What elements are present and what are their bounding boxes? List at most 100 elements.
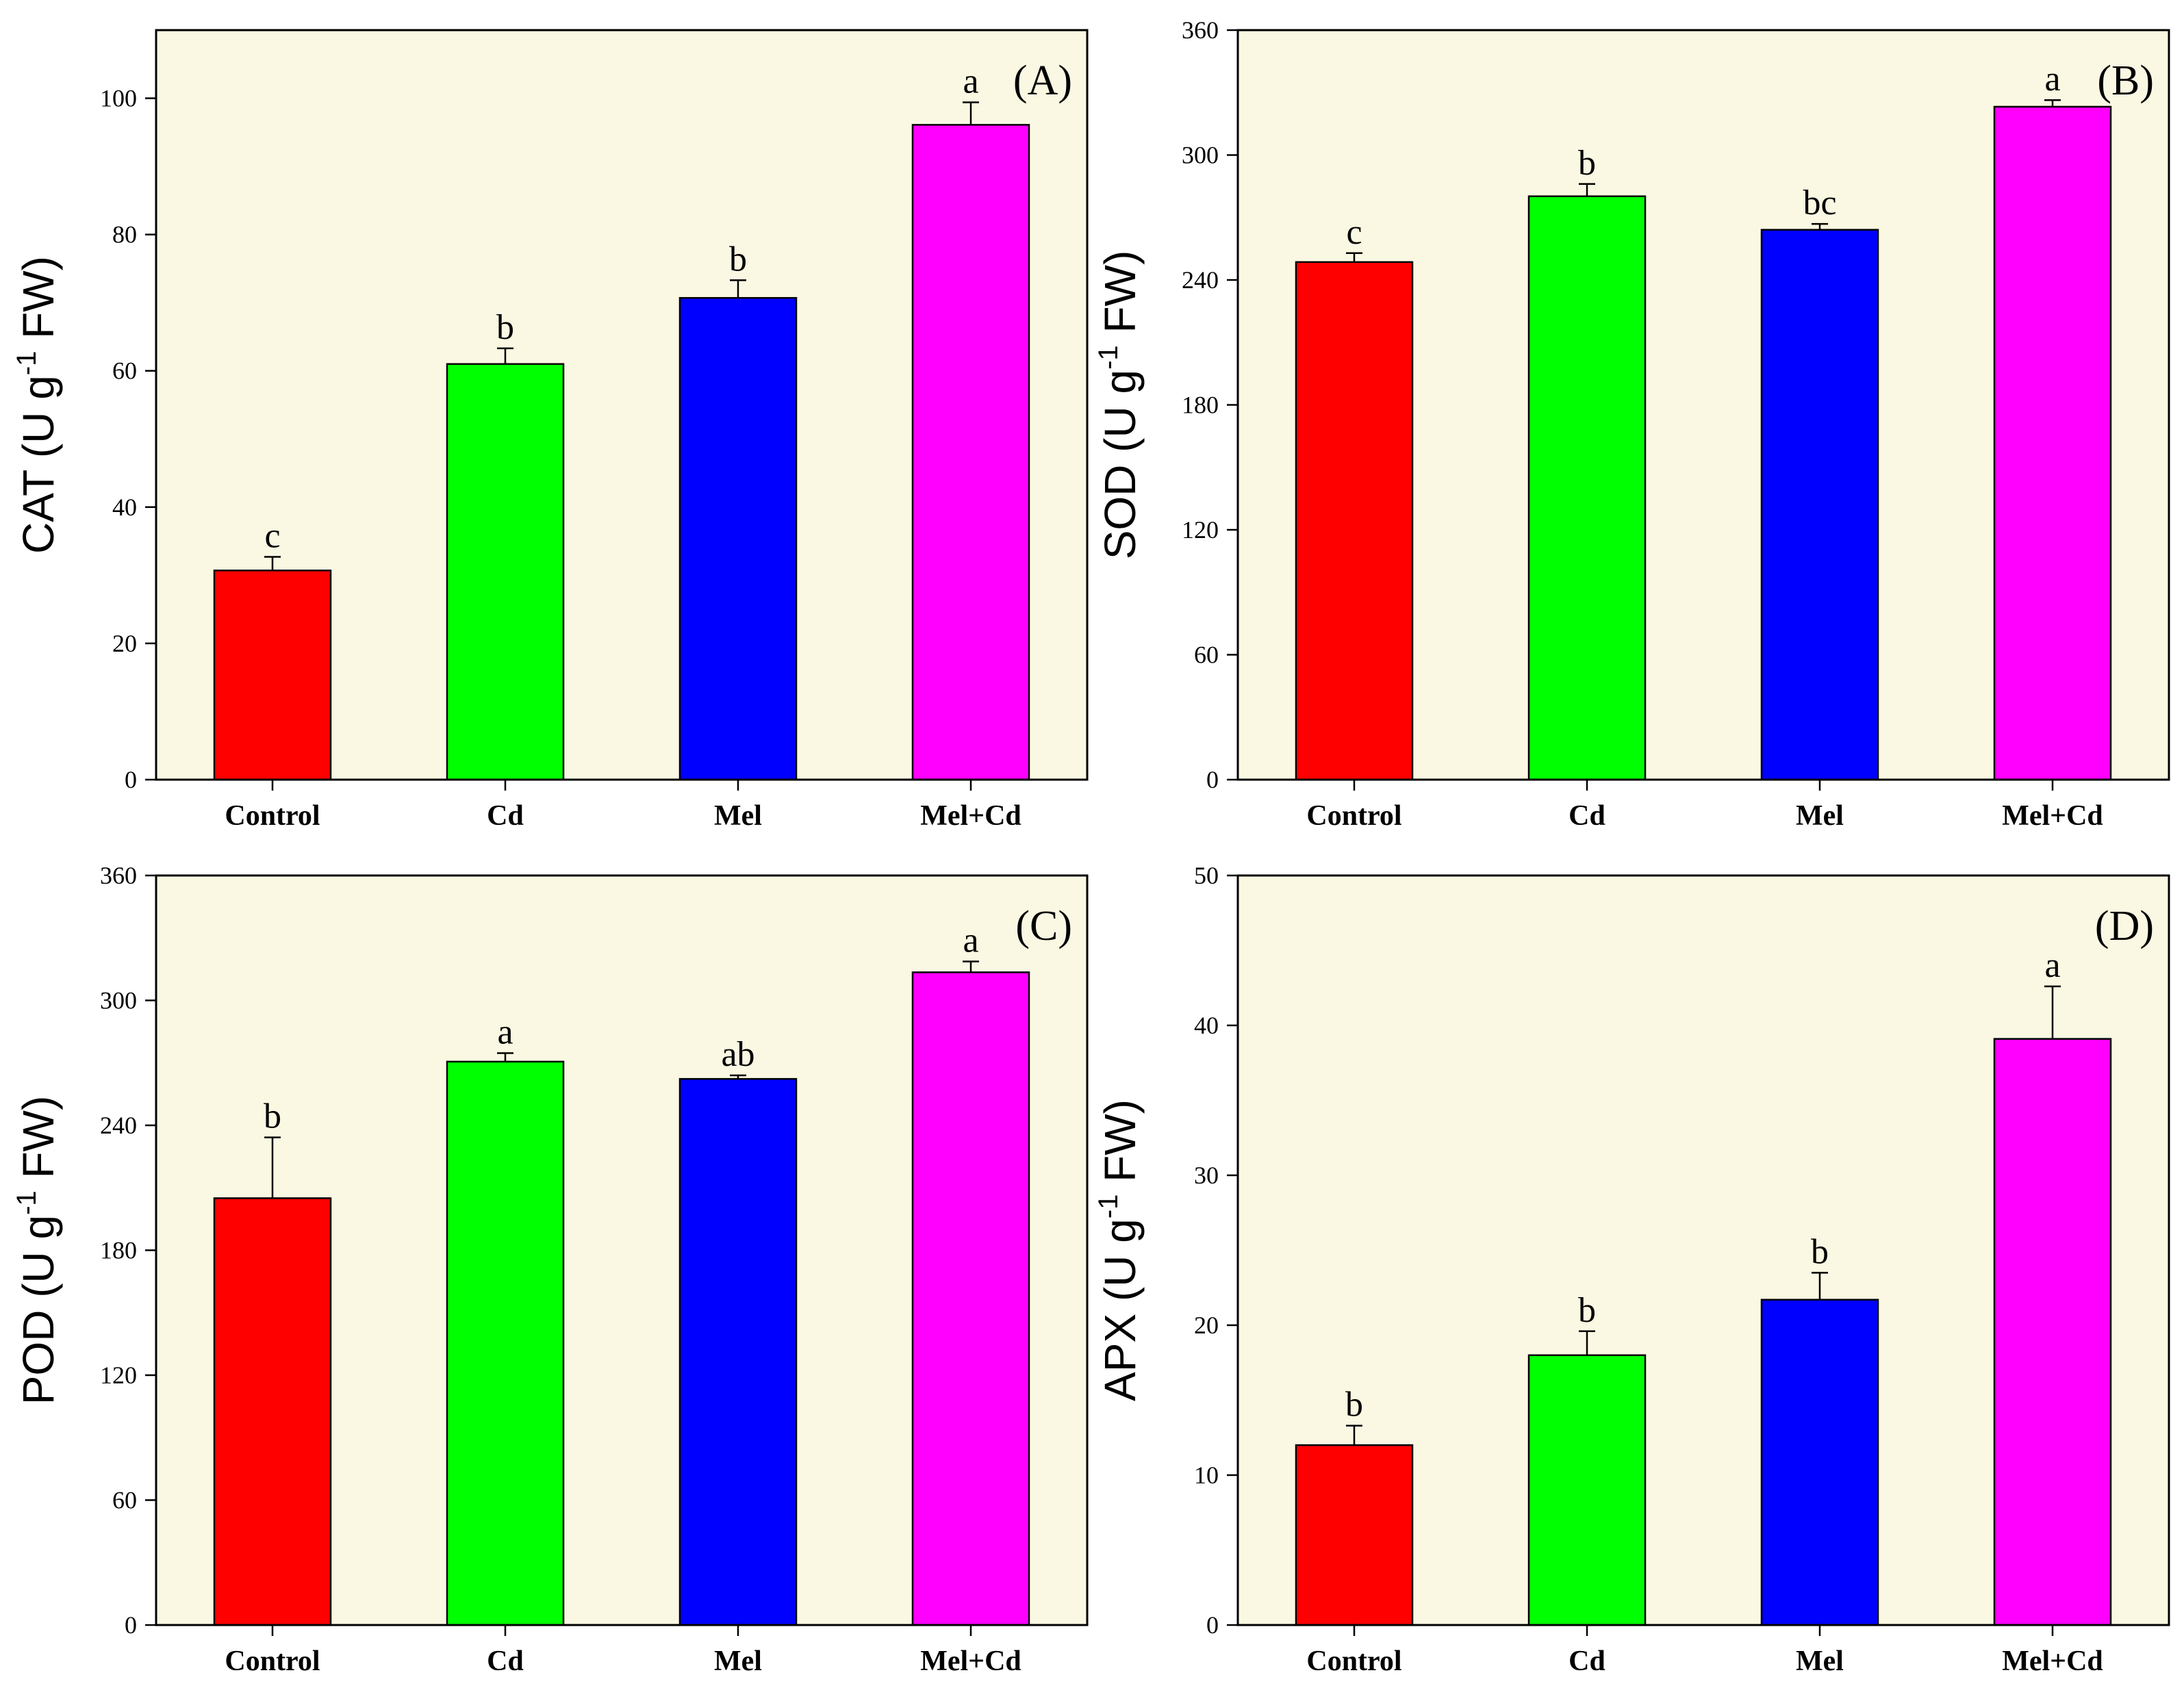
y-tick-label: 20 xyxy=(112,630,137,657)
significance-label: b xyxy=(264,1097,281,1136)
y-tick-label: 0 xyxy=(125,1611,137,1639)
y-tick-label: 300 xyxy=(1182,142,1219,169)
y-tick-label: 120 xyxy=(100,1361,137,1389)
y-tick-label: 60 xyxy=(112,357,137,385)
y-axis-label: POD (U g-1 FW) xyxy=(12,1096,63,1405)
panel-label: (D) xyxy=(2095,903,2154,949)
category-label: Control xyxy=(1306,1646,1401,1677)
bar-mel-cd xyxy=(911,124,1030,781)
category-label: Mel xyxy=(714,800,762,832)
bar-mel xyxy=(1760,1299,1879,1626)
y-axis-label-main: SOD (U g xyxy=(1095,370,1145,559)
category-label: Control xyxy=(1306,800,1401,832)
significance-label: a xyxy=(497,1012,513,1051)
y-tick-label: 80 xyxy=(112,221,137,248)
category-label: Mel xyxy=(714,1646,762,1677)
significance-label: a xyxy=(2044,946,2060,985)
y-tick-label: 180 xyxy=(100,1237,137,1264)
y-tick-label: 40 xyxy=(112,494,137,521)
y-tick-label: 0 xyxy=(125,766,137,793)
category-label: Cd xyxy=(1569,1646,1605,1677)
y-tick-label: 300 xyxy=(100,987,137,1014)
axes-frame xyxy=(155,874,1089,1626)
significance-label: b xyxy=(1811,1232,1829,1271)
bar-mel xyxy=(678,296,798,781)
bar-cd xyxy=(446,363,565,781)
axes-frame xyxy=(155,29,1089,781)
y-axis-label: CAT (U g-1 FW) xyxy=(12,256,63,554)
y-tick-label: 360 xyxy=(100,862,137,889)
y-tick-label: 30 xyxy=(1194,1162,1219,1189)
y-axis-label-main: CAT (U g xyxy=(14,375,63,554)
axes-frame xyxy=(1236,29,2170,781)
panel-label: (B) xyxy=(2097,57,2154,104)
y-tick-label: 50 xyxy=(1194,862,1219,889)
y-tick-label: 0 xyxy=(1206,766,1219,793)
y-tick-label: 10 xyxy=(1194,1461,1219,1489)
y-tick-label: 40 xyxy=(1194,1012,1219,1039)
y-tick-label: 0 xyxy=(1206,1611,1219,1639)
category-label: Control xyxy=(225,800,320,832)
significance-label: b xyxy=(1578,144,1596,183)
significance-label: bc xyxy=(1803,183,1836,222)
bar-cd xyxy=(446,1060,565,1626)
significance-label: ab xyxy=(721,1035,754,1074)
bar-mel-cd xyxy=(911,971,1030,1626)
chart-panel-3: b Control a Cd ab Mel a Mel+Cd 0 60 120 180 240 300 36… xyxy=(12,862,1089,1677)
bar-mel-cd xyxy=(1993,105,2112,781)
category-label: Control xyxy=(225,1646,320,1677)
y-axis-label: APX (U g-1 FW) xyxy=(1093,1099,1145,1401)
chart-panel-1: c Control b Cd b Mel a Mel+Cd 0 20 40 60 80 100 CAT (U… xyxy=(12,29,1089,832)
significance-label: c xyxy=(264,516,280,555)
y-axis-label-superscript: -1 xyxy=(1093,345,1123,370)
category-label: Mel xyxy=(1796,1646,1844,1677)
axes-frame xyxy=(1236,874,2170,1626)
chart-panel-4: b Control b Cd b Mel a Mel+Cd 0 10 20 30 40 50 APX (U … xyxy=(1093,862,2170,1677)
y-axis-label-main: POD (U g xyxy=(14,1215,63,1405)
significance-label: b xyxy=(496,308,514,347)
y-axis-label-main: APX (U g xyxy=(1095,1218,1145,1401)
y-axis-label-unit: FW) xyxy=(14,1096,63,1191)
panel-label: (C) xyxy=(1015,903,1072,949)
y-axis-label-unit: FW) xyxy=(1095,251,1145,346)
y-axis-label-superscript: -1 xyxy=(1093,1194,1123,1219)
y-tick-label: 360 xyxy=(1182,16,1219,44)
category-label: Cd xyxy=(487,800,524,832)
bar-cd xyxy=(1527,195,1647,781)
significance-label: a xyxy=(963,62,978,101)
y-tick-label: 180 xyxy=(1182,392,1219,419)
y-axis-label-superscript: -1 xyxy=(12,1190,42,1215)
bar-mel xyxy=(1760,229,1879,781)
y-axis-label-unit: FW) xyxy=(14,256,63,351)
y-tick-label: 120 xyxy=(1182,516,1219,544)
category-label: Mel+Cd xyxy=(2002,800,2103,832)
significance-label: a xyxy=(963,921,978,960)
category-label: Mel+Cd xyxy=(920,1646,1021,1677)
category-label: Mel+Cd xyxy=(920,800,1021,832)
significance-label: b xyxy=(729,240,747,279)
panel-label: (A) xyxy=(1013,57,1072,104)
y-tick-label: 60 xyxy=(1194,641,1219,669)
y-tick-label: 20 xyxy=(1194,1312,1219,1339)
chart-panel-2: c Control b Cd bc Mel a Mel+Cd 0 60 120 180 240 300 36… xyxy=(1093,16,2170,832)
bar-control xyxy=(213,1197,332,1626)
category-label: Mel+Cd xyxy=(2002,1646,2103,1677)
y-tick-label: 240 xyxy=(100,1112,137,1139)
bar-control xyxy=(1295,261,1414,781)
category-label: Mel xyxy=(1796,800,1844,832)
bar-mel xyxy=(678,1077,798,1626)
y-axis-label: SOD (U g-1 FW) xyxy=(1093,251,1145,560)
category-label: Cd xyxy=(487,1646,524,1677)
y-tick-label: 100 xyxy=(100,85,137,112)
significance-label: b xyxy=(1345,1385,1363,1424)
y-axis-label-unit: FW) xyxy=(1095,1099,1145,1194)
significance-label: c xyxy=(1346,213,1362,252)
bar-control xyxy=(213,570,332,781)
significance-label: b xyxy=(1578,1291,1596,1330)
bar-cd xyxy=(1527,1354,1647,1626)
bar-mel-cd xyxy=(1993,1038,2112,1626)
category-label: Cd xyxy=(1569,800,1605,832)
y-tick-label: 240 xyxy=(1182,266,1219,294)
significance-label: a xyxy=(2044,60,2060,99)
